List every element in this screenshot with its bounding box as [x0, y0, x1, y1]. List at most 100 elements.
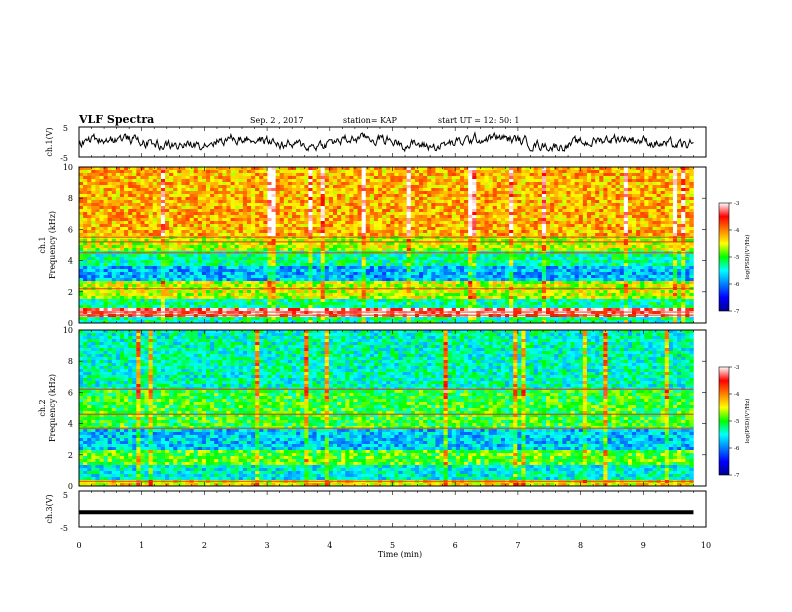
spectrogram-cell: [390, 221, 395, 225]
spectrogram-cell: [668, 167, 674, 171]
spectrogram-cell: [345, 215, 350, 219]
spectrogram-cell: [177, 209, 182, 213]
spectrogram-cell: [394, 230, 399, 234]
spectrogram-cell: [259, 224, 264, 228]
spectrogram-cell: [337, 191, 342, 195]
spectrogram-cell: [296, 221, 301, 225]
spectrogram-cell: [361, 242, 367, 246]
spectrogram-cell: [87, 248, 92, 252]
spectrogram-cell: [451, 209, 457, 213]
spectrogram-cell: [287, 239, 293, 243]
spectrogram-cell: [394, 188, 399, 192]
spectrogram-cell: [214, 224, 219, 228]
spectrogram-cell: [156, 245, 162, 249]
spectrogram-cell: [312, 191, 317, 195]
spectrogram-cell: [464, 227, 469, 231]
spectrogram-cell: [107, 245, 113, 249]
spectrogram-cell: [517, 167, 522, 171]
spectrogram-cell: [136, 188, 141, 192]
spectrogram-cell: [181, 263, 186, 267]
spectrogram-cell: [439, 218, 444, 222]
spectrogram-cell: [349, 185, 354, 189]
spectrogram-cell: [398, 260, 403, 264]
spectrogram-cell: [148, 212, 154, 216]
spectrogram-cell: [136, 245, 141, 249]
spectrogram-cell: [214, 263, 219, 267]
spectrogram-cell: [541, 260, 547, 264]
spectrogram-cell: [144, 260, 149, 264]
spectrogram-cell: [480, 194, 485, 198]
spectrogram-cell: [193, 260, 199, 264]
spectrogram-cell: [459, 197, 465, 201]
spectrogram-cell: [525, 260, 530, 264]
spectrogram-cell: [525, 209, 530, 213]
spectrogram-cell: [623, 182, 629, 186]
spectrogram-cell: [537, 194, 543, 198]
spectrogram-cell: [140, 239, 145, 243]
spectrogram-cell: [459, 203, 465, 207]
spectrogram-cell: [599, 257, 604, 261]
spectrogram-cell: [455, 260, 461, 264]
spectrogram-cell: [304, 221, 309, 225]
spectrogram-cell: [292, 173, 297, 177]
spectrogram-cell: [492, 179, 498, 183]
spectrogram-cell: [128, 170, 133, 174]
spectrogram-cell: [382, 212, 387, 216]
spectrogram-cell: [435, 260, 440, 264]
spectrogram-cell: [283, 257, 289, 261]
spectrogram-cell: [79, 170, 84, 174]
spectrogram-cell: [197, 239, 203, 243]
spectrogram-cell: [79, 209, 84, 213]
spectrogram-cell: [361, 227, 367, 231]
spectrogram-cell: [226, 245, 231, 249]
spectrogram-cell: [435, 245, 440, 249]
spectrogram-cell: [431, 215, 436, 219]
spectrogram-cell: [558, 191, 563, 195]
spectrogram-cell: [468, 233, 473, 237]
spectrogram-cell: [664, 248, 670, 252]
spectrogram-cell: [431, 209, 436, 213]
spectrogram-cell: [160, 170, 166, 174]
header-station: station= KAP: [343, 116, 398, 125]
spectrogram-cell: [468, 254, 473, 258]
spectrogram-cell: [140, 224, 145, 228]
spectrogram-cell: [386, 206, 391, 210]
spectrogram-cell: [558, 176, 563, 180]
spectrogram-cell: [578, 179, 584, 183]
spectrogram-cell: [619, 257, 625, 261]
spectrogram-cell: [287, 221, 293, 225]
spectrogram-cell: [353, 233, 358, 237]
spectrogram-cell: [230, 206, 235, 210]
spectrogram-cell: [79, 203, 84, 207]
spectrogram-cell: [480, 179, 485, 183]
spectrogram-cell: [406, 254, 412, 258]
spectrogram-cell: [160, 221, 166, 225]
spectrogram-cell: [345, 203, 350, 207]
spectrogram-cell: [591, 230, 596, 234]
spectrogram-cell: [537, 173, 543, 177]
spectrogram-cell: [439, 254, 444, 258]
spectrogram-cell: [521, 167, 526, 171]
spectrogram-cell: [353, 194, 358, 198]
spectrogram-cell: [640, 176, 645, 180]
spectrogram-cell: [570, 179, 575, 183]
spectrogram-cell: [242, 209, 248, 213]
spectrogram-cell: [582, 209, 588, 213]
spectrogram-cell: [201, 179, 207, 183]
spectrogram-cell: [87, 260, 92, 264]
spectrogram-cell: [275, 209, 281, 213]
spectrogram-cell: [124, 200, 129, 204]
spectrogram-cell: [427, 230, 432, 234]
spectrogram-cell: [406, 215, 412, 219]
spectrogram-cell: [128, 203, 133, 207]
spectrogram-cell: [169, 233, 174, 237]
spectrogram-cell: [328, 260, 334, 264]
spectrogram-cell: [603, 230, 608, 234]
spectrogram-cell: [378, 242, 383, 246]
spectrogram-cell: [345, 248, 350, 252]
spectrogram-cell: [357, 197, 362, 201]
spectrogram-cell: [660, 173, 666, 177]
spectrogram-cell: [525, 197, 530, 201]
spectrogram-cell: [484, 260, 489, 264]
spectrogram-cell: [324, 188, 330, 192]
